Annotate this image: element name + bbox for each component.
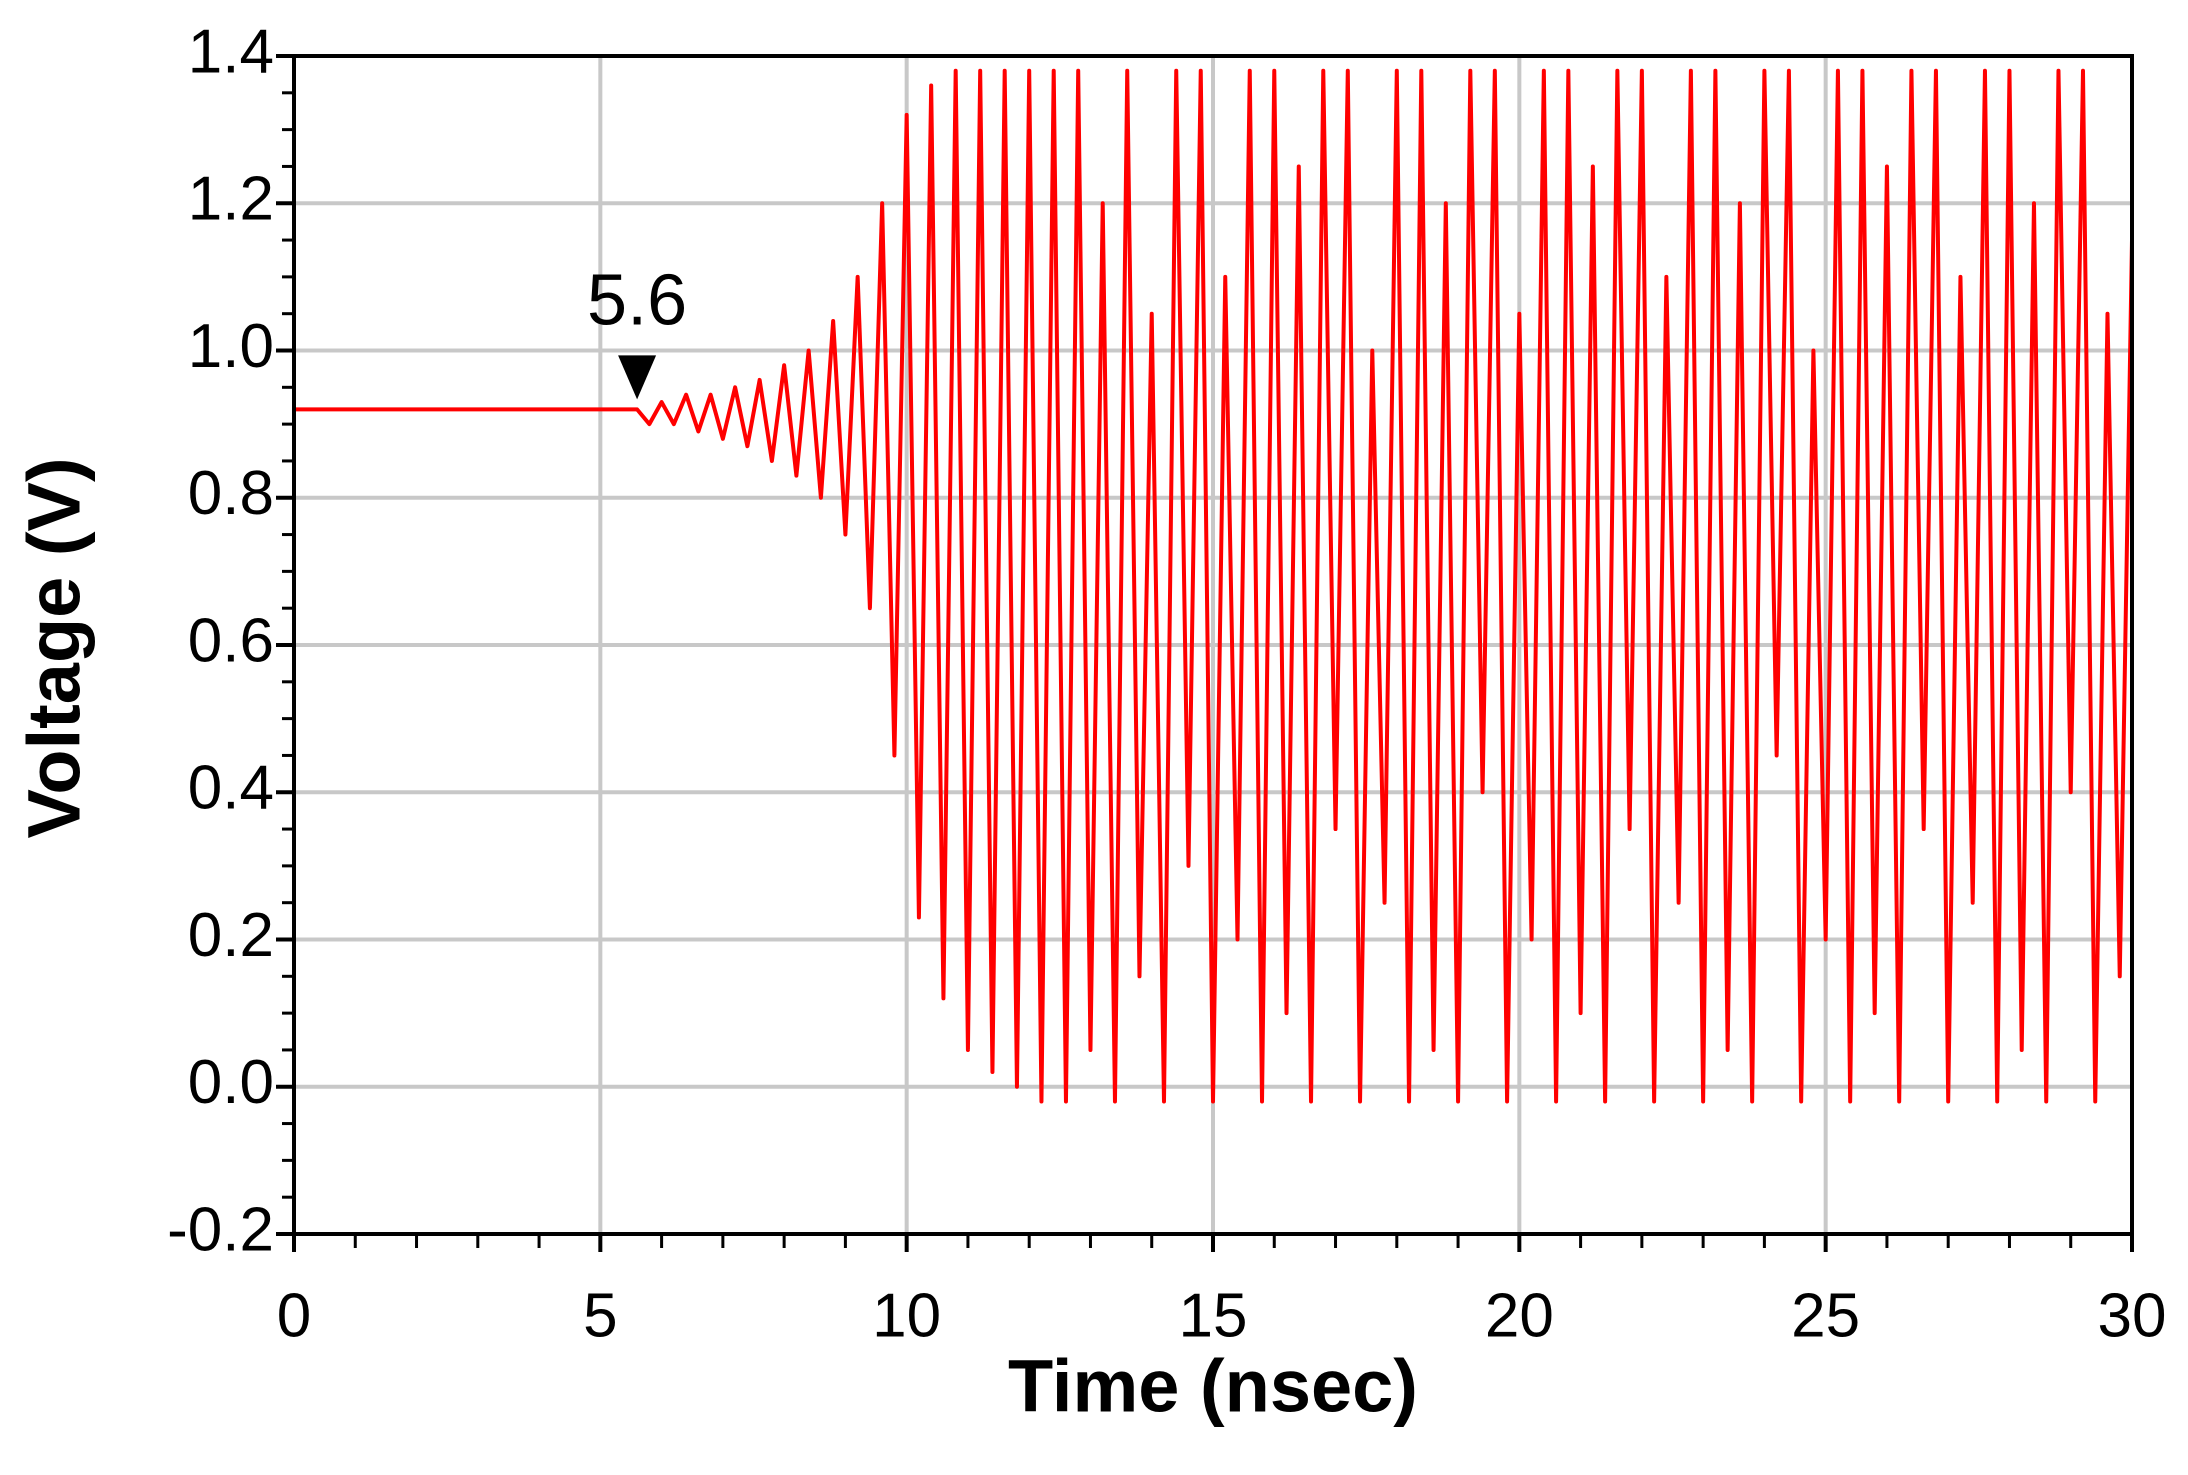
marker-triangle [618, 355, 657, 400]
y-tick-label: 0.0 [188, 1048, 274, 1117]
plot-frame [292, 54, 2134, 1236]
y-tick-label: 1.4 [188, 17, 274, 86]
y-tick-label: 0.6 [188, 606, 274, 675]
x-axis-title: Time (nsec) [1008, 1345, 1418, 1428]
waveform [294, 68, 2134, 1104]
x-tick-label: 15 [1179, 1281, 1248, 1350]
plot-area: 5.6 [294, 68, 2134, 1104]
y-tick-label: 1.2 [188, 165, 274, 234]
y-tick-label: 0.4 [188, 754, 274, 823]
marker-label: 5.6 [587, 260, 687, 340]
axes: -0.2 0.0 0.2 0.4 0.6 0.8 1.0 1.2 1.4 0 5 10 15 20 25 30 [167, 17, 2166, 1350]
x-tick-label: 25 [1791, 1281, 1860, 1350]
y-tick-label: 0.2 [188, 901, 274, 970]
x-tick-label: 5 [583, 1281, 617, 1350]
y-tick-label: 0.8 [188, 459, 274, 528]
y-tick-label: -0.2 [167, 1195, 274, 1264]
y-tick-label: 1.0 [188, 312, 274, 381]
x-tick-label: 30 [2098, 1281, 2167, 1350]
x-tick-label: 20 [1485, 1281, 1554, 1350]
y-axis-title: Voltage (V) [13, 458, 96, 839]
x-tick-label: 10 [872, 1281, 941, 1350]
x-tick-label: 0 [277, 1281, 311, 1350]
